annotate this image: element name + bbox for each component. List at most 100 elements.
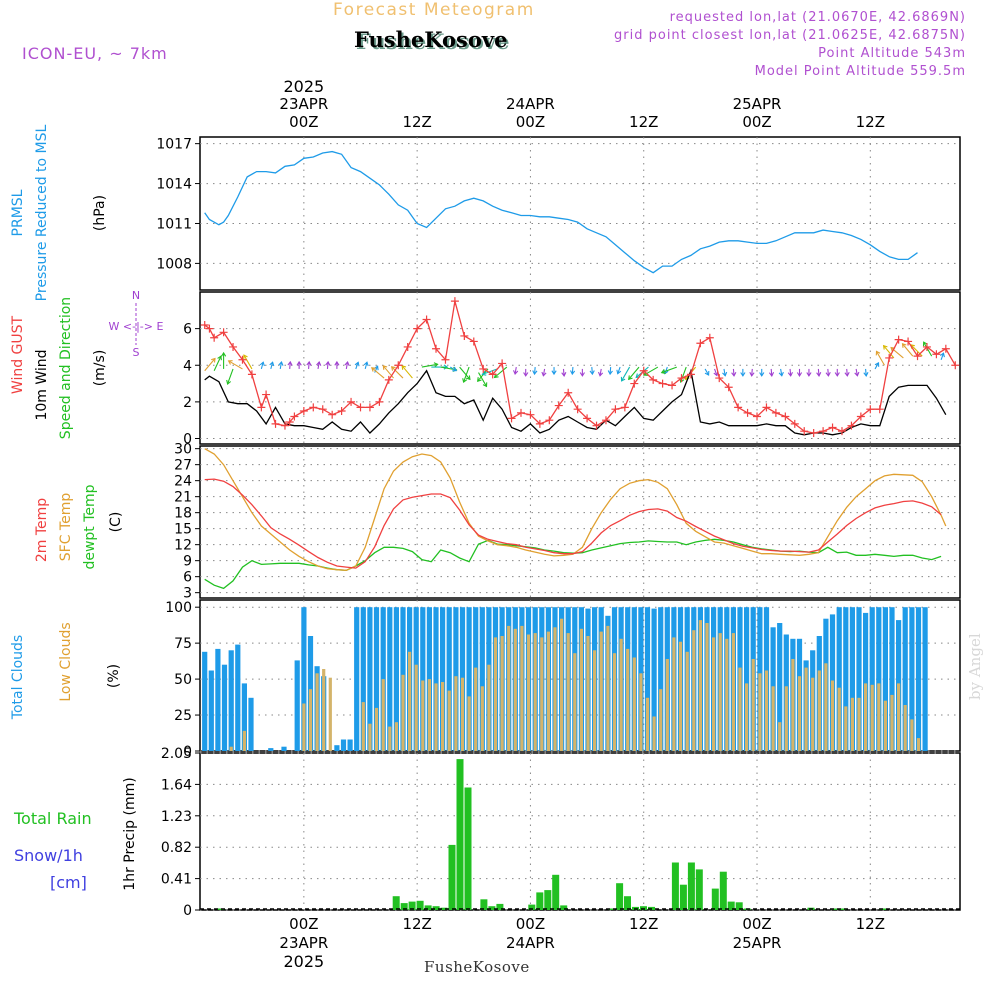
total-cloud-bar (651, 608, 657, 751)
wind-gust-marker (847, 421, 856, 430)
wind-gust-marker (469, 337, 478, 346)
wind-direction-arrow (306, 360, 312, 369)
total-cloud-bar (876, 607, 882, 751)
total-cloud-bar (843, 607, 849, 751)
wind-direction-arrow (778, 368, 784, 377)
wind-direction-arrow (561, 368, 567, 377)
wind-direction-arrow (863, 368, 869, 377)
top-time-label: 00Z (742, 113, 771, 131)
wind-gust-marker (309, 403, 318, 412)
wind-gust-marker (771, 408, 780, 417)
precip-bar (687, 862, 695, 910)
y-tick-label: 24 (174, 474, 192, 490)
wind-gust-marker (262, 390, 271, 399)
total-cloud-bar (882, 607, 888, 751)
total-cloud-bar (281, 746, 287, 751)
low-cloud-bar (731, 633, 735, 751)
y-tick-label: 0.41 (161, 872, 192, 888)
wind-gust-marker (885, 353, 894, 362)
wind-gust-marker (384, 375, 393, 384)
pressure-label-desc: Pressure Reduced to MSL (34, 124, 50, 301)
total-cloud-bar (902, 607, 908, 751)
wind-direction-arrow (226, 368, 234, 385)
low-cloud-bar (804, 667, 808, 751)
bottom-time-label: 12Z (402, 915, 431, 933)
wind-direction-arrow (243, 354, 253, 370)
wind-gust-marker (280, 421, 289, 430)
wind-gust-marker (554, 401, 563, 410)
low-cloud-bar (678, 641, 683, 751)
precip-bar (719, 871, 727, 910)
precip-bar (496, 903, 504, 910)
wind-direction-arrow (296, 360, 302, 369)
wind-direction-arrow (213, 355, 222, 371)
total-cloud-bar (268, 748, 274, 751)
bottom-time-label: 00Z (516, 915, 545, 933)
wind-gust-marker (837, 427, 846, 436)
low-cloud-bar (718, 633, 722, 751)
total-cloud-bar (208, 670, 214, 751)
wind-direction-arrow (882, 344, 895, 359)
requested-coordinates: requested lon,lat (21.0670E, 42.6869N) (669, 10, 966, 25)
precip-bar (400, 903, 408, 910)
precip-bar (711, 888, 719, 910)
precip-bar (616, 883, 624, 910)
total-cloud-bar (393, 607, 399, 751)
precip-bar (528, 904, 536, 910)
wind-gust-marker (516, 408, 525, 417)
total-cloud-bar (221, 664, 228, 751)
wind-direction-arrow (628, 366, 640, 381)
low-cloud-bar (824, 663, 828, 751)
wind-direction-arrow (796, 368, 803, 377)
total-cloud-bar (889, 607, 895, 751)
total-cloud-bar (863, 612, 869, 751)
wind-gust-marker (413, 324, 422, 333)
top-date-label: 25APR (733, 95, 782, 113)
top-time-label: 12Z (402, 113, 431, 131)
low-cloud-bar (368, 723, 372, 751)
wind-gust-marker (299, 407, 308, 416)
low-cloud-bar (738, 667, 742, 751)
location-title: FusheKosove (354, 27, 508, 52)
precip-axis-label: 1hr Precip (mm) (122, 777, 138, 890)
low-cloud-bar (791, 659, 795, 751)
wind-direction-arrow (834, 368, 840, 377)
low-cloud-bar (242, 730, 246, 751)
top-time-label: 00Z (289, 113, 318, 131)
low-cloud-bar (692, 630, 696, 751)
low-cloud-bar (434, 683, 438, 751)
low-cloud-bar (401, 674, 405, 751)
wind-direction-arrow (844, 368, 850, 377)
wind-speed-direction-label: Speed and Direction (58, 297, 74, 439)
wind-direction-arrow (363, 361, 369, 370)
bottom-date-label: 23APR (279, 934, 328, 952)
low-cloud-bar (857, 697, 861, 751)
top-year-label: 2025 (283, 77, 324, 96)
wind-gust-marker (630, 379, 639, 388)
low-cloud-bar (302, 703, 306, 751)
wind-gust-marker (658, 379, 667, 388)
low-cloud-bar (374, 707, 379, 751)
wind-direction-arrow (551, 367, 557, 376)
wind-direction-arrow (759, 368, 765, 377)
low-cloud-bar (361, 702, 365, 751)
total-cloud-bar (856, 607, 862, 751)
wind-gust-marker (866, 405, 875, 414)
precip-bar (544, 890, 552, 910)
precip-bar (624, 896, 631, 910)
panel-frame-wind (199, 291, 961, 445)
wind-gust-label: Wind GUST (10, 315, 26, 394)
wind-direction-arrow (740, 368, 746, 377)
snow-unit-label: [cm] (50, 873, 87, 892)
y-tick-label: 75 (174, 636, 192, 652)
low-cloud-bar (877, 683, 881, 751)
low-cloud-bar (619, 638, 623, 751)
total-cloud-bar (347, 739, 353, 751)
bottom-date-label: 25APR (733, 934, 782, 952)
wind-gust-marker (432, 344, 441, 353)
compass-south: S (133, 346, 140, 359)
wind-gust-marker (205, 324, 214, 333)
wind-gust-marker (257, 403, 266, 412)
wind-unit-label: (m/s) (92, 350, 108, 387)
total-cloud-bar (387, 607, 393, 751)
